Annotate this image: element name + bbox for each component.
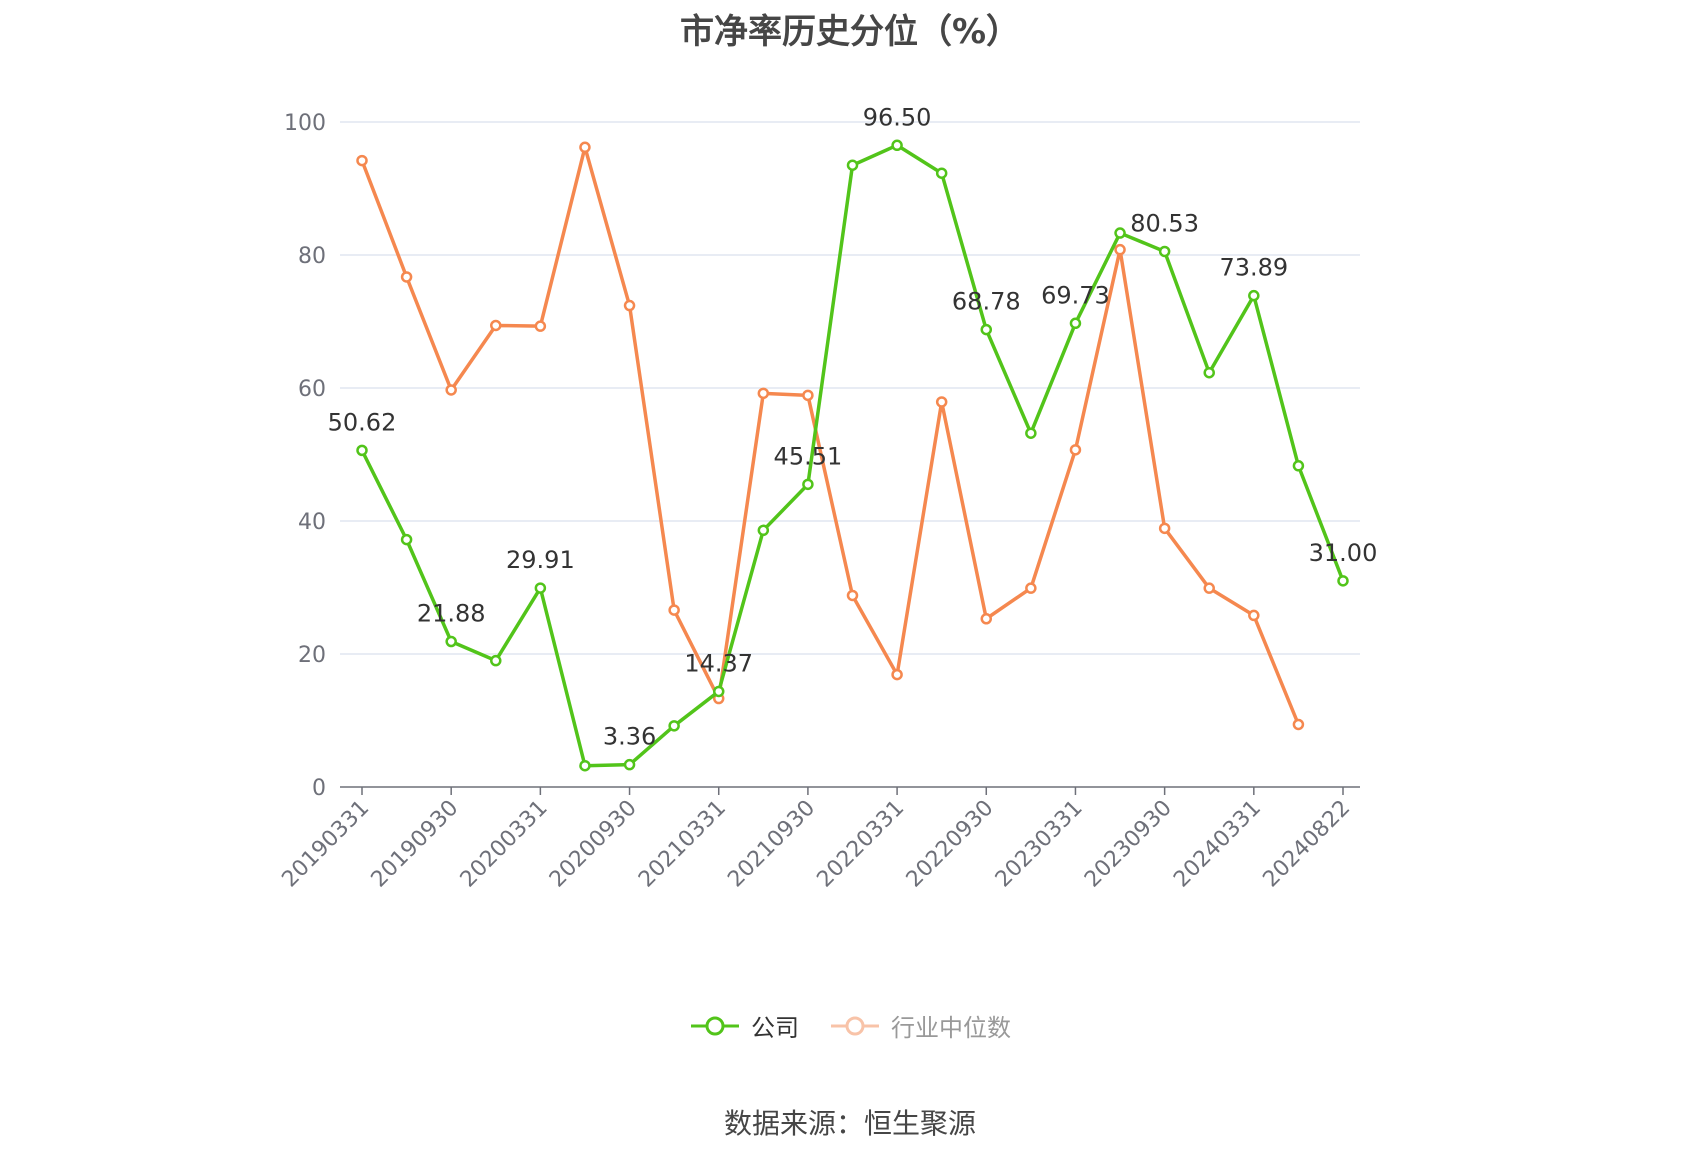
data-label: 31.00 — [1309, 539, 1378, 567]
data-point-industry — [1248, 609, 1260, 622]
y-tick-label: 20 — [298, 643, 326, 668]
data-point-industry — [757, 387, 770, 400]
x-tick-label: 20220331 — [812, 796, 909, 893]
data-label: 96.50 — [863, 103, 932, 131]
legend-item-company[interactable]: 公司 — [689, 1008, 799, 1043]
data-point-company — [1114, 227, 1126, 239]
data-label: 73.89 — [1219, 254, 1288, 282]
data-point-company — [445, 635, 457, 648]
data-point-industry — [802, 389, 814, 402]
x-tick-label: 20210930 — [723, 796, 820, 893]
x-tick-label: 20230930 — [1080, 796, 1177, 893]
y-tick-label: 60 — [298, 377, 326, 402]
data-point-industry — [490, 319, 502, 332]
legend-company-swatch-icon — [691, 1016, 739, 1035]
data-point-company — [668, 720, 680, 732]
x-tick-label: 20200930 — [545, 796, 642, 893]
data-point-company — [1248, 289, 1260, 302]
data-point-industry — [356, 154, 368, 167]
data-label: 80.53 — [1130, 209, 1199, 237]
data-labels: 50.62 21.88 29.91 3.36 14.37 45.51 96.50 68.78 6… — [328, 103, 1378, 750]
y-axis-ticks: 0 20 40 60 80 100 — [284, 111, 326, 801]
data-label: 29.91 — [506, 546, 575, 574]
data-point-industry — [579, 141, 591, 154]
data-point-industry — [623, 299, 636, 312]
data-label: 45.51 — [774, 442, 843, 470]
data-point-company — [579, 759, 591, 772]
x-tick-label: 20220930 — [902, 796, 999, 893]
data-point-industry — [846, 589, 859, 602]
data-point-industry — [1069, 444, 1082, 456]
x-tick-label: 20210331 — [634, 796, 731, 893]
data-point-industry — [1292, 718, 1305, 731]
data-point-industry — [980, 613, 993, 625]
x-tick-label: 20230331 — [991, 796, 1088, 893]
y-tick-label: 40 — [298, 510, 326, 535]
data-point-industry — [668, 604, 680, 616]
legend-industry-label: 行业中位数 — [891, 1014, 1011, 1042]
data-point-industry — [891, 668, 903, 681]
data-point-company — [400, 533, 413, 546]
data-point-industry — [1114, 243, 1126, 256]
data-label: 68.78 — [952, 288, 1021, 316]
x-tick-label: 20240331 — [1169, 796, 1266, 893]
x-tick-label: 20200331 — [456, 796, 553, 893]
data-point-industry — [1203, 582, 1215, 594]
data-point-industry — [400, 271, 413, 283]
series-line-company — [360, 143, 1345, 768]
legend: 公司 行业中位数 — [0, 1008, 1700, 1043]
x-tick-label: 20190331 — [277, 796, 374, 893]
data-point-company — [891, 139, 903, 152]
data-label: 50.62 — [328, 408, 397, 436]
data-point-industry — [1158, 522, 1171, 535]
data-point-company — [757, 524, 770, 537]
data-point-company — [802, 478, 814, 491]
data-point-company — [1292, 460, 1305, 472]
y-tick-label: 0 — [312, 776, 326, 801]
legend-industry-swatch-icon — [831, 1016, 879, 1035]
series-line-industry — [360, 145, 1301, 726]
data-point-company — [1337, 575, 1349, 587]
data-point-company — [712, 685, 725, 698]
data-label: 69.73 — [1041, 281, 1110, 309]
y-tick-label: 100 — [284, 111, 326, 136]
data-point-company — [1203, 366, 1215, 379]
data-point-industry — [445, 384, 457, 396]
legend-item-industry[interactable]: 行业中位数 — [829, 1008, 1011, 1043]
data-label: 21.88 — [417, 599, 486, 627]
data-point-company — [846, 159, 859, 171]
data-point-company — [980, 323, 993, 336]
data-point-industry — [1025, 582, 1037, 594]
data-label: 3.36 — [603, 723, 656, 751]
series-lines — [356, 139, 1349, 772]
data-point-company — [356, 444, 368, 457]
chart-title: 市净率历史分位（%） — [679, 12, 1021, 52]
data-label: 14.37 — [684, 649, 753, 677]
data-point-company — [1069, 317, 1082, 330]
y-tick-label: 80 — [298, 244, 326, 269]
x-tick-label: 20240822 — [1258, 796, 1355, 893]
legend-company-label: 公司 — [751, 1014, 799, 1042]
data-point-company — [534, 582, 547, 594]
data-point-industry — [935, 396, 948, 408]
data-point-company — [490, 654, 502, 667]
data-point-company — [1025, 427, 1037, 439]
data-point-company — [935, 167, 948, 179]
data-source: 数据来源：恒生聚源 — [723, 1107, 976, 1140]
x-axis-ticks: 2019033120190930202003312020093020210331… — [277, 787, 1355, 892]
data-point-company — [623, 758, 636, 771]
x-tick-label: 20190930 — [367, 796, 464, 893]
grid-lines — [340, 121, 1360, 655]
data-point-industry — [534, 320, 547, 332]
data-point-company — [1158, 245, 1171, 258]
